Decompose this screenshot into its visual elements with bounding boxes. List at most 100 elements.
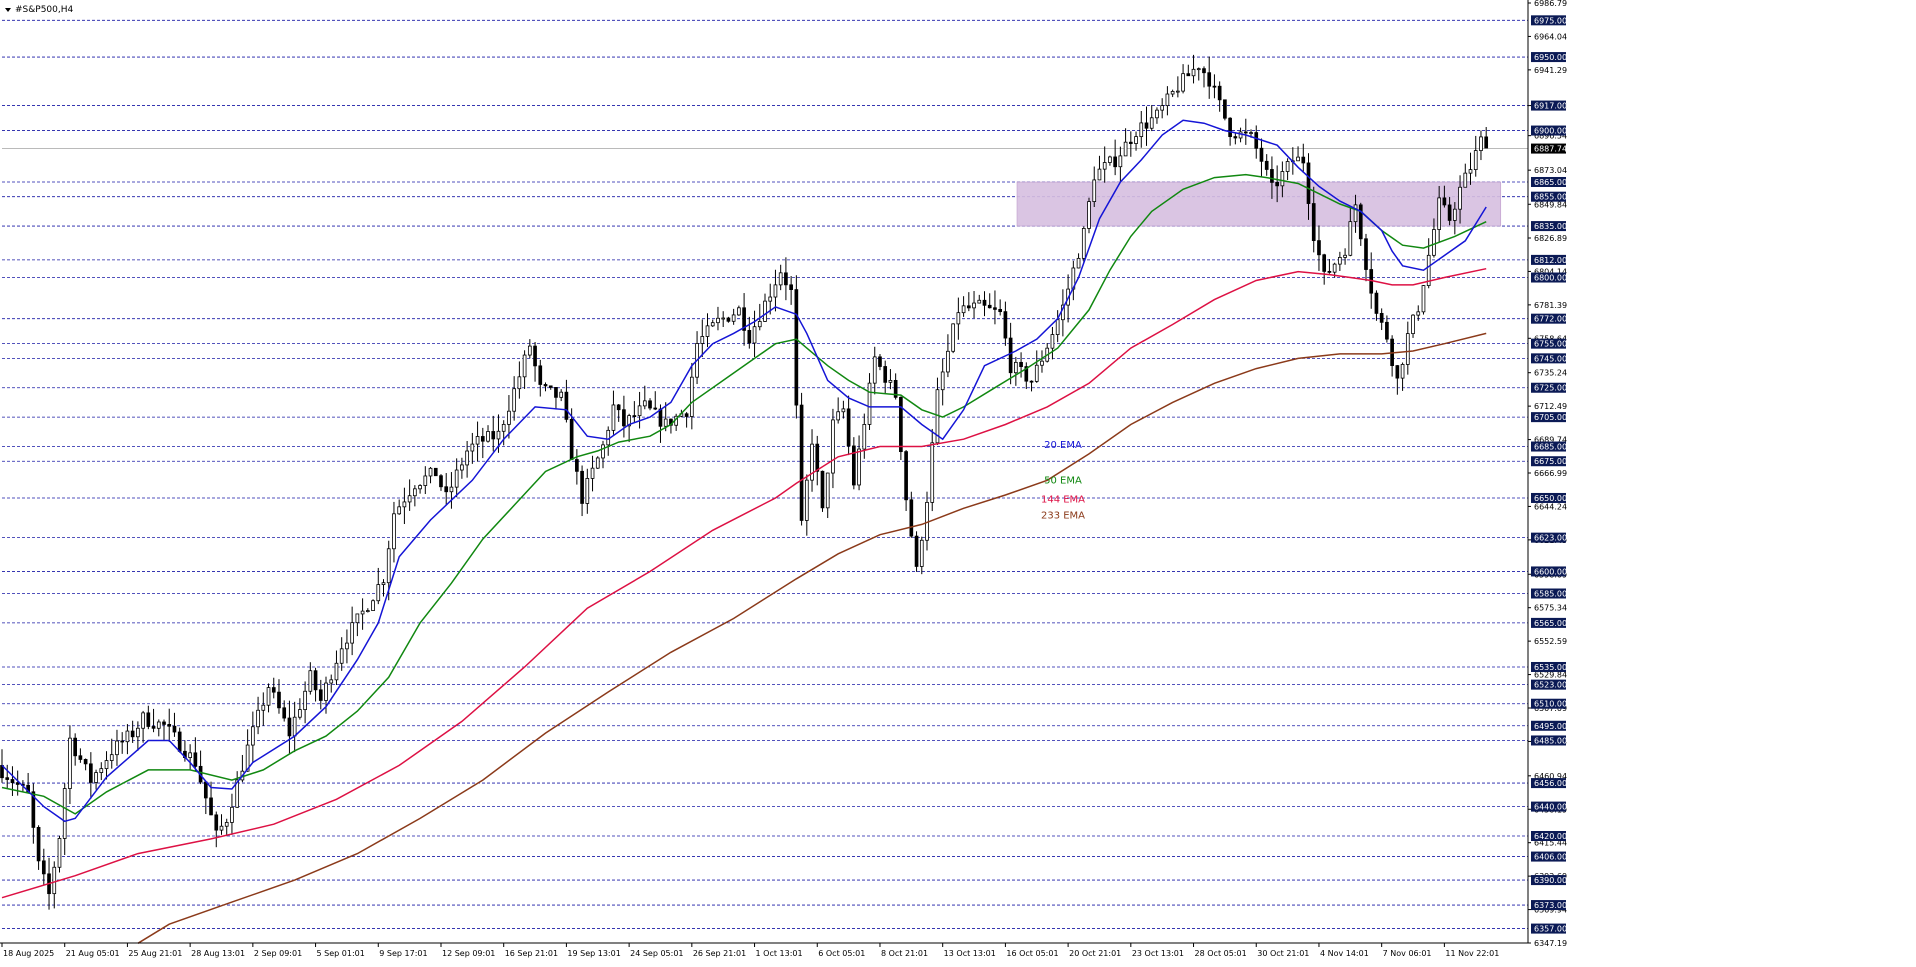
candle-body xyxy=(1087,201,1091,229)
candle-body xyxy=(961,305,966,314)
candle-body xyxy=(883,366,888,383)
candle-body xyxy=(554,387,558,398)
candle-body xyxy=(919,539,924,567)
ema-label: 233 EMA xyxy=(1041,511,1085,522)
level-price-box xyxy=(1531,313,1566,324)
level-price-label: 6812.00 xyxy=(1534,256,1567,265)
candle-body xyxy=(1238,131,1243,139)
level-price-label: 6495.00 xyxy=(1534,722,1567,731)
candle-body xyxy=(862,424,867,450)
level-price-label: 6705.00 xyxy=(1534,413,1567,422)
level-price-label: 6725.00 xyxy=(1534,384,1567,393)
candle-body xyxy=(569,418,574,460)
time-tick-label: 19 Sep 13:01 xyxy=(567,949,620,958)
candle-body xyxy=(1144,122,1149,129)
time-tick-label: 4 Nov 14:01 xyxy=(1320,949,1369,958)
candle-body xyxy=(982,299,987,306)
candle-body xyxy=(517,376,522,390)
level-price-label: 6390.00 xyxy=(1534,876,1567,885)
candle-body xyxy=(1322,254,1327,272)
level-price-box xyxy=(1531,830,1566,841)
candle-body xyxy=(825,472,830,509)
candle-body xyxy=(820,470,825,509)
level-price-label: 6650.00 xyxy=(1534,494,1567,503)
price-tick-label: 6575.34 xyxy=(1534,604,1567,613)
candle-body xyxy=(616,404,621,411)
candle-body xyxy=(292,716,297,737)
candle-body xyxy=(940,371,945,391)
candle-body xyxy=(57,838,62,868)
candle-body xyxy=(219,825,224,831)
level-price-box xyxy=(1531,698,1566,709)
candle-body xyxy=(632,415,637,417)
level-price-label: 6510.00 xyxy=(1534,700,1567,709)
price-tick-label: 6347.19 xyxy=(1534,939,1567,948)
collapse-triangle-icon[interactable] xyxy=(5,8,11,12)
candle-body xyxy=(1458,186,1462,210)
candle-body xyxy=(1301,156,1306,164)
level-price-box xyxy=(1531,875,1566,886)
candle-body xyxy=(1092,179,1097,202)
price-tick-label: 6666.99 xyxy=(1534,469,1567,478)
candle-body xyxy=(1040,360,1044,366)
level-price-box xyxy=(1531,254,1566,265)
candle-body xyxy=(209,797,213,816)
candle-body xyxy=(1379,312,1384,323)
candle-body xyxy=(1186,73,1191,77)
candle-body xyxy=(308,670,313,692)
candle-body xyxy=(768,296,773,302)
level-price-box xyxy=(1531,679,1566,690)
level-price-box xyxy=(1531,923,1566,934)
candle-body xyxy=(1395,365,1400,379)
candle-body xyxy=(1468,169,1473,174)
candle-body xyxy=(177,731,182,752)
candle-body xyxy=(5,777,10,780)
level-price-box xyxy=(1531,566,1566,577)
candle-body xyxy=(298,709,302,718)
candle-body xyxy=(799,404,804,521)
candle-body xyxy=(10,779,15,784)
axes: 6986.79 6964.04 6941.29 6917.00 6896.54 6873.… xyxy=(0,0,1567,958)
candle-body xyxy=(266,687,271,706)
candle-body xyxy=(1275,181,1279,187)
candle-body xyxy=(1233,136,1238,139)
candle-body xyxy=(78,755,83,760)
level-price-label: 6755.00 xyxy=(1534,340,1567,349)
candle-body xyxy=(386,548,391,584)
candle-body xyxy=(1447,204,1452,221)
time-tick-label: 9 Sep 17:01 xyxy=(379,949,427,958)
candle-body xyxy=(41,860,46,875)
price-tick-label: 6460.94 xyxy=(1534,772,1567,781)
candle-body xyxy=(721,317,726,320)
candle-body xyxy=(381,582,386,586)
candle-body xyxy=(1374,292,1379,314)
candle-body xyxy=(778,272,783,286)
candle-body xyxy=(1181,73,1185,92)
candle-body xyxy=(789,284,793,290)
candle-body xyxy=(444,486,449,493)
candle-body xyxy=(1442,197,1447,206)
candle-body xyxy=(590,467,595,479)
level-price-label: 6745.00 xyxy=(1534,354,1567,363)
moving-averages xyxy=(1,119,1487,944)
ema20-line xyxy=(1,119,1487,823)
level-price-box xyxy=(1531,720,1566,731)
candle-body xyxy=(251,726,255,746)
candle-body xyxy=(397,506,402,515)
candle-body xyxy=(355,613,360,624)
time-tick-label: 25 Aug 21:01 xyxy=(128,949,182,958)
candle-body xyxy=(454,469,459,488)
level-price-box xyxy=(1531,176,1566,187)
candle-body xyxy=(1432,229,1436,256)
candle-body xyxy=(1019,361,1023,368)
candle-body xyxy=(585,478,590,504)
candle-body xyxy=(329,679,334,684)
candle-body xyxy=(627,415,631,427)
candle-body xyxy=(611,404,616,431)
candle-body xyxy=(1353,204,1358,223)
candle-body xyxy=(1358,204,1363,240)
candle-body xyxy=(846,408,851,447)
candle-body xyxy=(94,772,98,783)
